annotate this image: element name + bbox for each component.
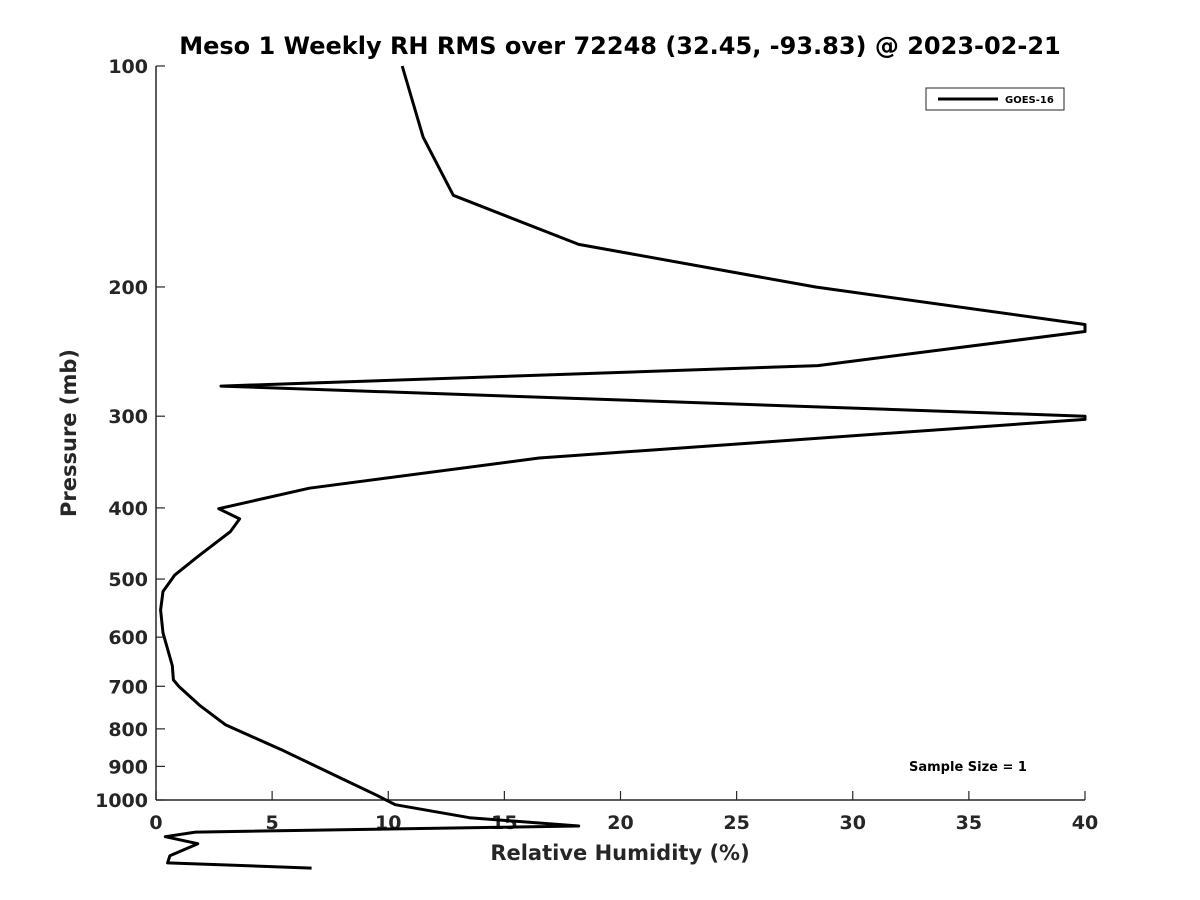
y-tick-label: 300 [108, 406, 148, 428]
x-tick-label: 30 [840, 812, 866, 834]
chart-title: Meso 1 Weekly RH RMS over 72248 (32.45, … [179, 32, 1061, 60]
y-tick-label: 700 [108, 676, 148, 698]
y-tick-label: 500 [108, 569, 148, 591]
legend-label-goes-16: GOES-16 [1005, 95, 1054, 106]
y-tick-label: 600 [108, 627, 148, 649]
y-axis-label: Pressure (mb) [57, 349, 81, 517]
series-layer [159, 65, 1087, 870]
x-axis-label: Relative Humidity (%) [490, 841, 749, 865]
legend: GOES-16 [925, 87, 1065, 111]
x-tick-label: 10 [375, 812, 401, 834]
y-tick-label: 200 [108, 277, 148, 299]
y-tick-label: 800 [108, 719, 148, 741]
y-tick-label: 1000 [95, 790, 148, 812]
x-tick-label: 25 [723, 812, 749, 834]
y-tick-label: 900 [108, 756, 148, 778]
plot-area [155, 66, 1085, 801]
x-tick-label: 35 [956, 812, 982, 834]
y-tick-label: 100 [108, 56, 148, 78]
x-tick-label: 15 [491, 812, 517, 834]
x-axis-ticks: 0 5 10 15 20 25 30 35 40 [149, 791, 1098, 834]
x-tick-label: 20 [607, 812, 633, 834]
x-tick-label: 5 [266, 812, 279, 834]
y-tick-label: 400 [108, 498, 148, 520]
sample-size-annotation: Sample Size = 1 [909, 760, 1027, 775]
series-line-goes-16 [159, 65, 1087, 870]
x-tick-label: 40 [1072, 812, 1098, 834]
x-tick-label: 0 [149, 812, 162, 834]
y-axis-ticks: 100 200 300 400 500 600 700 800 900 1000 [95, 56, 165, 812]
